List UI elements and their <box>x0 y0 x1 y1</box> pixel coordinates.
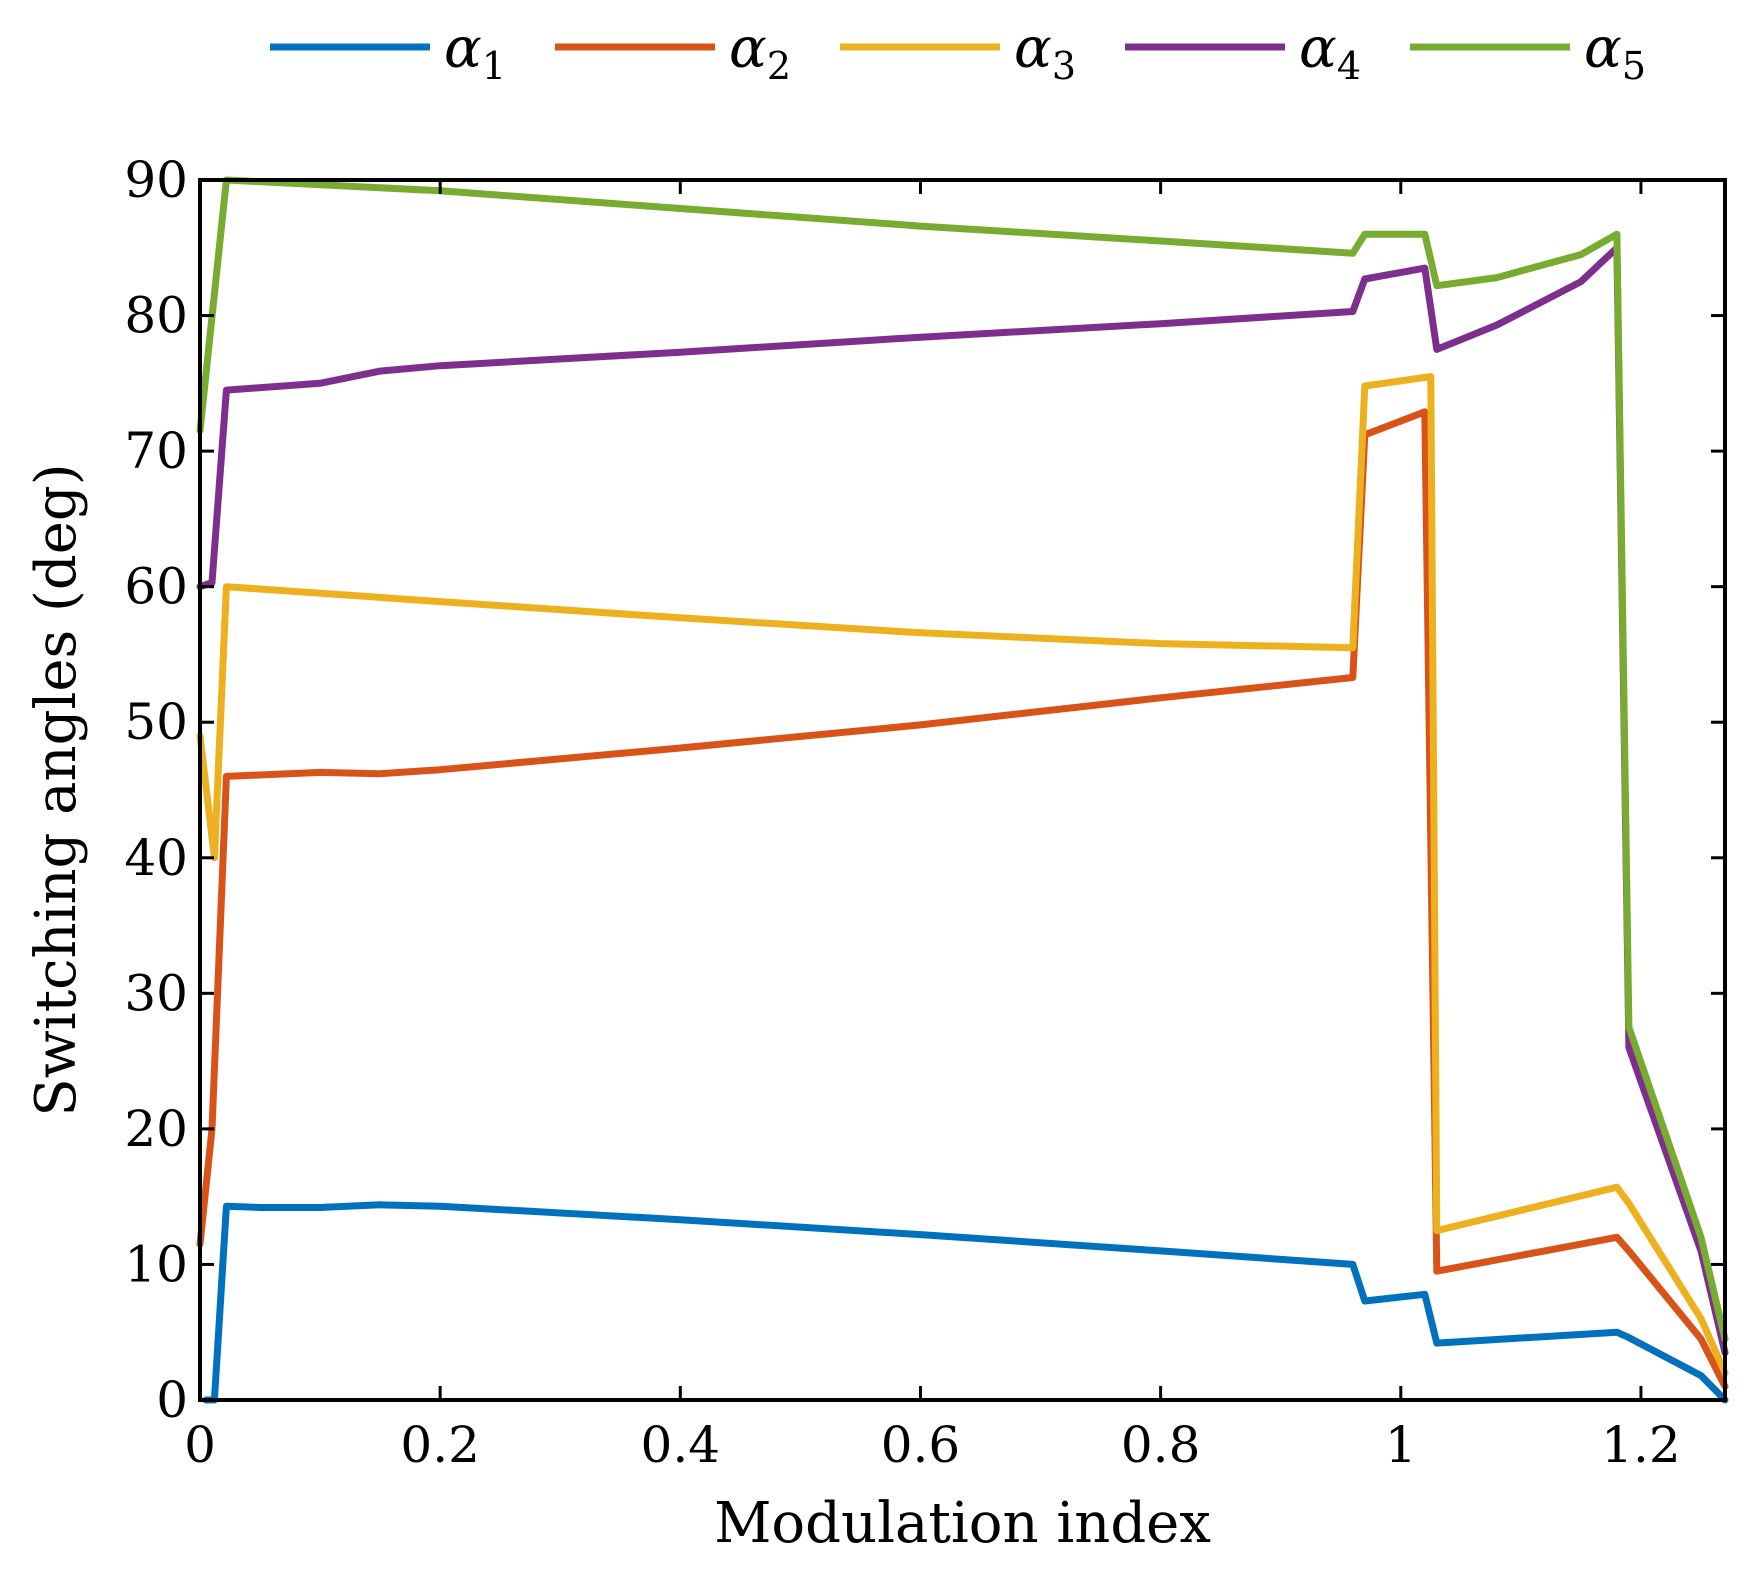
x-tick-label: 0.4 <box>641 1416 721 1474</box>
series-line-2 <box>196 408 1729 1390</box>
series-line-3 <box>196 373 1729 1377</box>
y-tick-label: 30 <box>124 964 188 1022</box>
legend: α1 α2 α3 α4 α5 <box>270 16 1646 88</box>
legend-label: α3 <box>1014 16 1076 88</box>
plot-lines <box>196 176 1729 1404</box>
y-axis-label: Switching angles (deg) <box>24 463 89 1116</box>
x-tick-label: 0.2 <box>400 1416 480 1474</box>
y-tick-label: 40 <box>124 829 188 887</box>
legend-item-4: α4 <box>1125 16 1361 88</box>
x-tick-label: 0.8 <box>1121 1416 1201 1474</box>
y-tick-label: 90 <box>124 151 188 209</box>
legend-item-3: α3 <box>840 16 1076 88</box>
x-tick-label: 1 <box>1385 1416 1417 1474</box>
x-tick-label: 0 <box>184 1416 216 1474</box>
axis-ticks: 0 0.2 0.4 0.6 0.8 1 1.2 0 10 20 30 40 50 60 70 80 90 <box>124 151 1725 1474</box>
y-tick-label: 20 <box>124 1100 188 1158</box>
series-line-1 <box>202 1201 1729 1404</box>
legend-item-2: α2 <box>555 16 791 88</box>
legend-label: α1 <box>444 16 506 88</box>
y-tick-label: 50 <box>124 693 188 751</box>
y-tick-label: 10 <box>124 1235 188 1293</box>
series-line-5 <box>196 176 1729 1343</box>
y-tick-label: 80 <box>124 287 188 345</box>
x-tick-label: 0.6 <box>881 1416 961 1474</box>
y-tick-label: 60 <box>124 558 188 616</box>
x-axis-label: Modulation index <box>714 1491 1211 1556</box>
y-tick-label: 70 <box>124 422 188 480</box>
legend-item-1: α1 <box>270 16 506 88</box>
x-tick-label: 1.2 <box>1601 1416 1681 1474</box>
legend-label: α5 <box>1584 16 1646 88</box>
y-tick-label: 0 <box>156 1371 188 1429</box>
legend-item-5: α5 <box>1410 16 1646 88</box>
legend-label: α2 <box>729 16 791 88</box>
plot-frame <box>198 178 1727 1402</box>
legend-label: α4 <box>1299 16 1361 88</box>
